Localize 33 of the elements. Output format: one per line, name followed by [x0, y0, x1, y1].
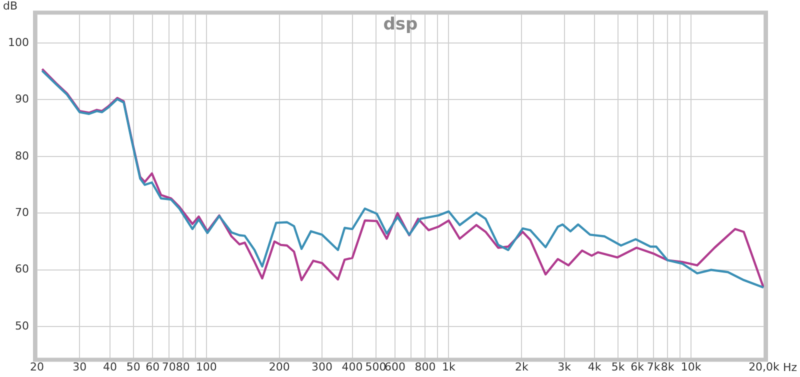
x-tick-label: 4k	[588, 360, 602, 374]
x-tick-label: 8k	[660, 360, 675, 374]
x-tick-label: 800	[414, 360, 436, 374]
x-tick-label: 100	[196, 360, 217, 374]
x-tick-label: 20,0k	[748, 360, 780, 374]
x-tick-label: 600	[384, 360, 406, 374]
x-tick-label: 2k	[514, 360, 529, 374]
y-tick-label: 50	[14, 319, 29, 332]
x-tick-label: 200	[268, 360, 290, 374]
chart-title: dsp	[383, 14, 418, 35]
y-tick-label: 80	[14, 149, 29, 162]
x-tick-label: 7k	[646, 360, 661, 374]
x-tick-label: 30	[72, 360, 87, 374]
x-tick-label: 70	[162, 360, 176, 374]
x-tick-label: 5k	[611, 360, 626, 374]
y-tick-label: 100	[8, 36, 29, 49]
x-tick-label: 20	[30, 360, 44, 374]
x-axis-title: Hz	[783, 361, 798, 374]
x-tick-label: 3k	[558, 360, 572, 374]
x-tick-label: 1k	[442, 360, 456, 374]
x-tick-label: 6k	[630, 360, 645, 374]
y-tick-label: 60	[14, 262, 29, 276]
x-tick-label: 40	[102, 360, 117, 374]
x-tick-label: 10k	[680, 360, 702, 374]
x-tick-label: 300	[312, 360, 333, 374]
y-tick-label: 70	[14, 206, 29, 220]
x-tick-label: 500	[365, 360, 386, 374]
x-tick-label: 400	[342, 360, 363, 374]
x-tick-label: 60	[146, 360, 160, 374]
y-tick-label: 90	[14, 92, 29, 106]
x-tick-label: 50	[126, 360, 140, 374]
y-axis-title: dB	[3, 0, 18, 12]
x-tick-label: 80	[176, 360, 190, 374]
